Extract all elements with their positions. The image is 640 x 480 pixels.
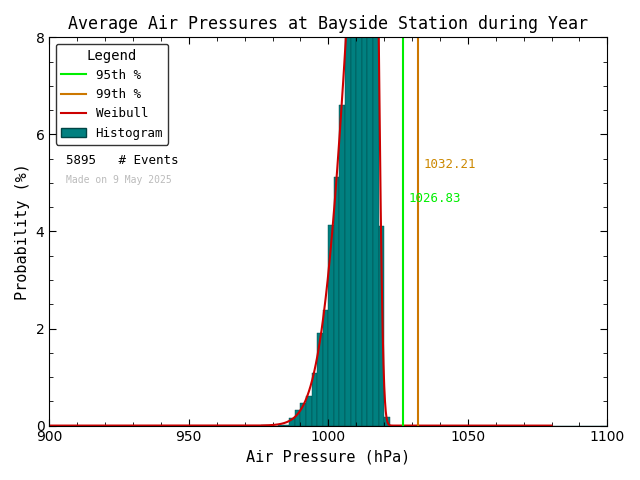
Bar xyxy=(289,418,295,426)
Bar xyxy=(367,0,373,426)
Bar xyxy=(284,425,289,426)
Text: 1032.21: 1032.21 xyxy=(424,158,476,171)
Text: Made on 9 May 2025: Made on 9 May 2025 xyxy=(66,175,172,185)
Bar xyxy=(295,410,300,426)
Bar xyxy=(339,105,345,426)
Bar xyxy=(334,177,339,426)
Bar xyxy=(356,0,362,426)
Title: Average Air Pressures at Bayside Station during Year: Average Air Pressures at Bayside Station… xyxy=(68,15,588,33)
Bar xyxy=(328,225,334,426)
Bar xyxy=(323,310,328,426)
Bar xyxy=(312,373,317,426)
Bar xyxy=(362,0,367,426)
Bar xyxy=(306,396,312,426)
Bar xyxy=(345,30,351,426)
Bar xyxy=(261,425,267,426)
Bar xyxy=(267,425,273,426)
Bar xyxy=(278,425,284,426)
Bar xyxy=(373,0,379,426)
X-axis label: Air Pressure (hPa): Air Pressure (hPa) xyxy=(246,450,410,465)
Bar xyxy=(384,417,390,426)
Legend: 95th %, 99th %, Weibull, Histogram: 95th %, 99th %, Weibull, Histogram xyxy=(56,44,168,144)
Y-axis label: Probability (%): Probability (%) xyxy=(15,163,30,300)
Text: 5895   # Events: 5895 # Events xyxy=(66,154,179,167)
Bar xyxy=(317,333,323,426)
Bar xyxy=(351,0,356,426)
Text: 1026.83: 1026.83 xyxy=(409,192,461,205)
Bar xyxy=(379,227,384,426)
Bar xyxy=(300,403,306,426)
